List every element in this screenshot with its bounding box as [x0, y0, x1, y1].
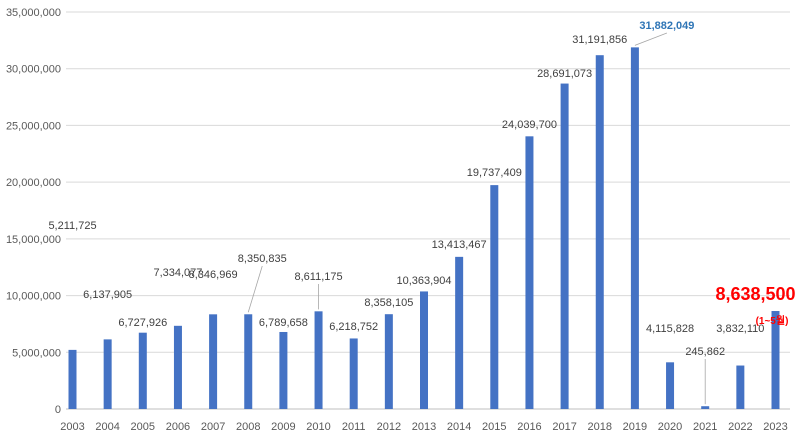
data-label: 6,137,905 [83, 289, 132, 301]
annotation-label: (1~5월) [756, 315, 789, 327]
x-tick-label: 2013 [412, 421, 436, 433]
bars [68, 47, 780, 410]
data-label: 8,638,500 [715, 284, 795, 304]
bar [771, 311, 780, 409]
bar [138, 332, 147, 409]
y-tick-label: 25,000,000 [6, 120, 61, 132]
x-tick-label: 2015 [482, 421, 506, 433]
data-label: 245,862 [685, 346, 725, 358]
data-label: 13,413,467 [432, 239, 487, 251]
x-tick-label: 2007 [201, 421, 225, 433]
y-tick-label: 15,000,000 [6, 234, 61, 246]
data-label: 8,350,835 [238, 253, 287, 265]
y-tick-label: 35,000,000 [6, 7, 61, 19]
data-label: 19,737,409 [467, 167, 522, 179]
bar [173, 325, 182, 409]
x-tick-label: 2012 [377, 421, 401, 433]
x-tick-label: 2020 [658, 421, 682, 433]
x-tick-label: 2016 [517, 421, 541, 433]
y-tick-label: 20,000,000 [6, 177, 61, 189]
data-labels: 5,211,725 6,137,905 6,727,926 7,334,0778,34… [48, 20, 795, 358]
x-tick-label: 2019 [623, 421, 647, 433]
x-tick-label: 2006 [166, 421, 190, 433]
data-label: 6,789,658 [259, 317, 308, 329]
leader-line [247, 265, 263, 313]
data-label: 8,346,969 [189, 269, 238, 281]
data-label: 7,334,077 [153, 267, 202, 279]
data-label: 4,115,828 [646, 323, 694, 335]
x-tick-label: 2005 [131, 421, 155, 433]
y-tick-label: 5,000,000 [12, 347, 61, 359]
x-tick-label: 2008 [236, 421, 260, 433]
y-tick-label: 10,000,000 [6, 291, 61, 303]
x-tick-label: 2018 [588, 421, 612, 433]
bar [384, 314, 393, 409]
x-tick-label: 2021 [693, 421, 717, 433]
bar [595, 55, 604, 410]
x-tick-label: 2022 [728, 421, 752, 433]
bar [666, 362, 675, 409]
bar [209, 314, 218, 409]
leader-lines [247, 32, 706, 405]
y-tick-label: 30,000,000 [6, 64, 61, 76]
x-tick-label: 2009 [271, 421, 295, 433]
data-label: 8,358,105 [364, 297, 413, 309]
x-tick-label: 2023 [763, 421, 787, 433]
y-tick-label: 0 [55, 404, 61, 416]
x-axis-ticks: 2003 2004 2005 2006 2007 2008 2009 2010 2011 2012… [60, 421, 787, 433]
bar [630, 47, 639, 409]
data-label: 31,882,049 [639, 20, 694, 32]
x-tick-label: 2003 [60, 421, 84, 433]
bar [420, 291, 428, 409]
leader-line [634, 32, 668, 46]
x-tick-label: 2017 [552, 421, 576, 433]
bar [736, 365, 745, 409]
data-label: 24,039,700 [502, 119, 557, 131]
data-label: 6,218,752 [329, 321, 378, 333]
bar [349, 338, 358, 409]
x-tick-label: 2014 [447, 421, 471, 433]
data-label: 8,611,175 [294, 271, 342, 283]
bar [701, 406, 710, 409]
bar [68, 349, 77, 409]
bar [560, 83, 569, 410]
data-label: 10,363,904 [396, 275, 451, 287]
bar [103, 339, 112, 409]
data-label: 28,691,073 [537, 68, 592, 80]
data-label: 3,832,110 [716, 323, 764, 335]
x-tick-label: 2004 [95, 421, 119, 433]
x-tick-label: 2011 [342, 421, 366, 433]
bar [279, 331, 288, 409]
y-axis-ticks: 0 5,000,000 10,000,000 15,000,000 20,000,000… [6, 7, 61, 416]
x-tick-label: 2010 [306, 421, 330, 433]
bar [244, 314, 253, 409]
data-label: 5,211,725 [48, 220, 96, 232]
bar [455, 256, 464, 409]
data-label: 6,727,926 [118, 317, 167, 329]
bar [490, 185, 499, 409]
bar [314, 311, 323, 409]
data-label: 31,191,856 [572, 34, 627, 46]
bar [525, 136, 534, 410]
